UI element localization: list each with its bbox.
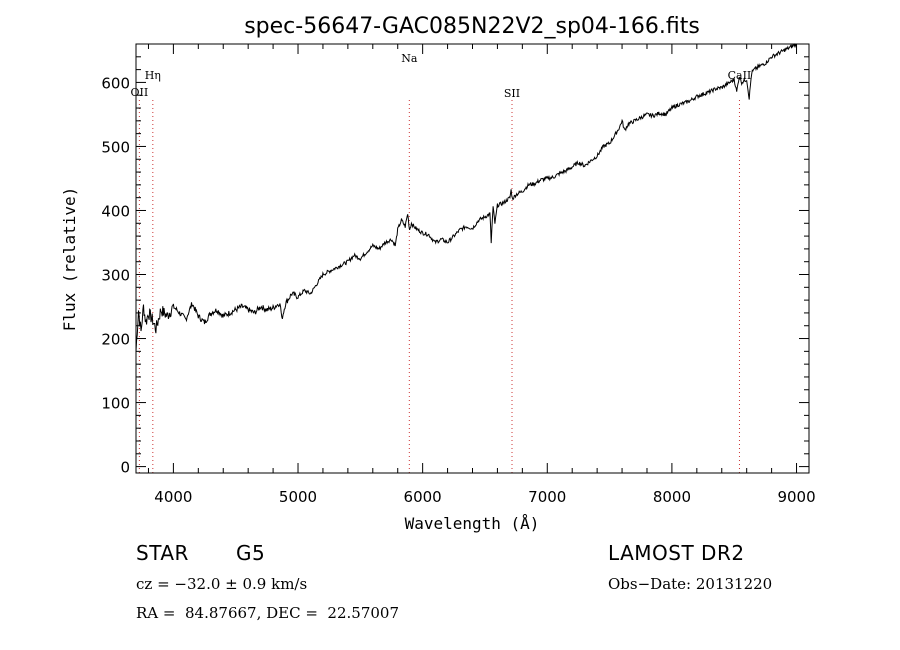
survey-name: LAMOST DR2 [608, 541, 745, 565]
spectrum-line [135, 43, 797, 352]
marker-label-Na: Na [401, 52, 418, 65]
spectrum-series [135, 43, 797, 352]
x-tick-label: 4000 [154, 488, 192, 506]
redshift-cz: cz = −32.0 ± 0.9 km/s [136, 575, 308, 593]
ra-dec-coordinates: RA = 84.87667, DEC = 22.57007 [136, 604, 400, 622]
observation-date: Obs−Date: 20131220 [608, 575, 773, 593]
plot-frame [135, 43, 810, 474]
marker-label-OII: OII [131, 86, 149, 99]
y-tick-label: 0 [120, 459, 130, 477]
x-tick-label: 5000 [279, 488, 317, 506]
object-class: STAR [136, 541, 189, 565]
x-axis-label: Wavelength (Å) [405, 514, 540, 533]
marker-label-Hη: Hη [145, 69, 161, 82]
y-tick-label: 200 [101, 331, 130, 349]
x-tick-label: 9000 [777, 488, 815, 506]
x-tick-label: 6000 [404, 488, 442, 506]
y-tick-label: 600 [101, 74, 130, 92]
y-axis-label: Flux (relative) [60, 187, 79, 332]
x-tick-label: 7000 [528, 488, 566, 506]
y-tick-label: 300 [101, 267, 130, 285]
x-tick-label: 8000 [653, 488, 691, 506]
chart-title: spec-56647-GAC085N22V2_sp04-166.fits [244, 14, 700, 39]
marker-label-SII: SII [504, 87, 520, 100]
spectral-subclass: G5 [236, 541, 266, 565]
y-tick-label: 100 [101, 395, 130, 413]
y-tick-label: 400 [101, 202, 130, 220]
axis-ticks: 4000 5000 6000 7000 8000 9000 0 100 200 300 400 500… [101, 44, 816, 506]
y-tick-label: 500 [101, 138, 130, 156]
